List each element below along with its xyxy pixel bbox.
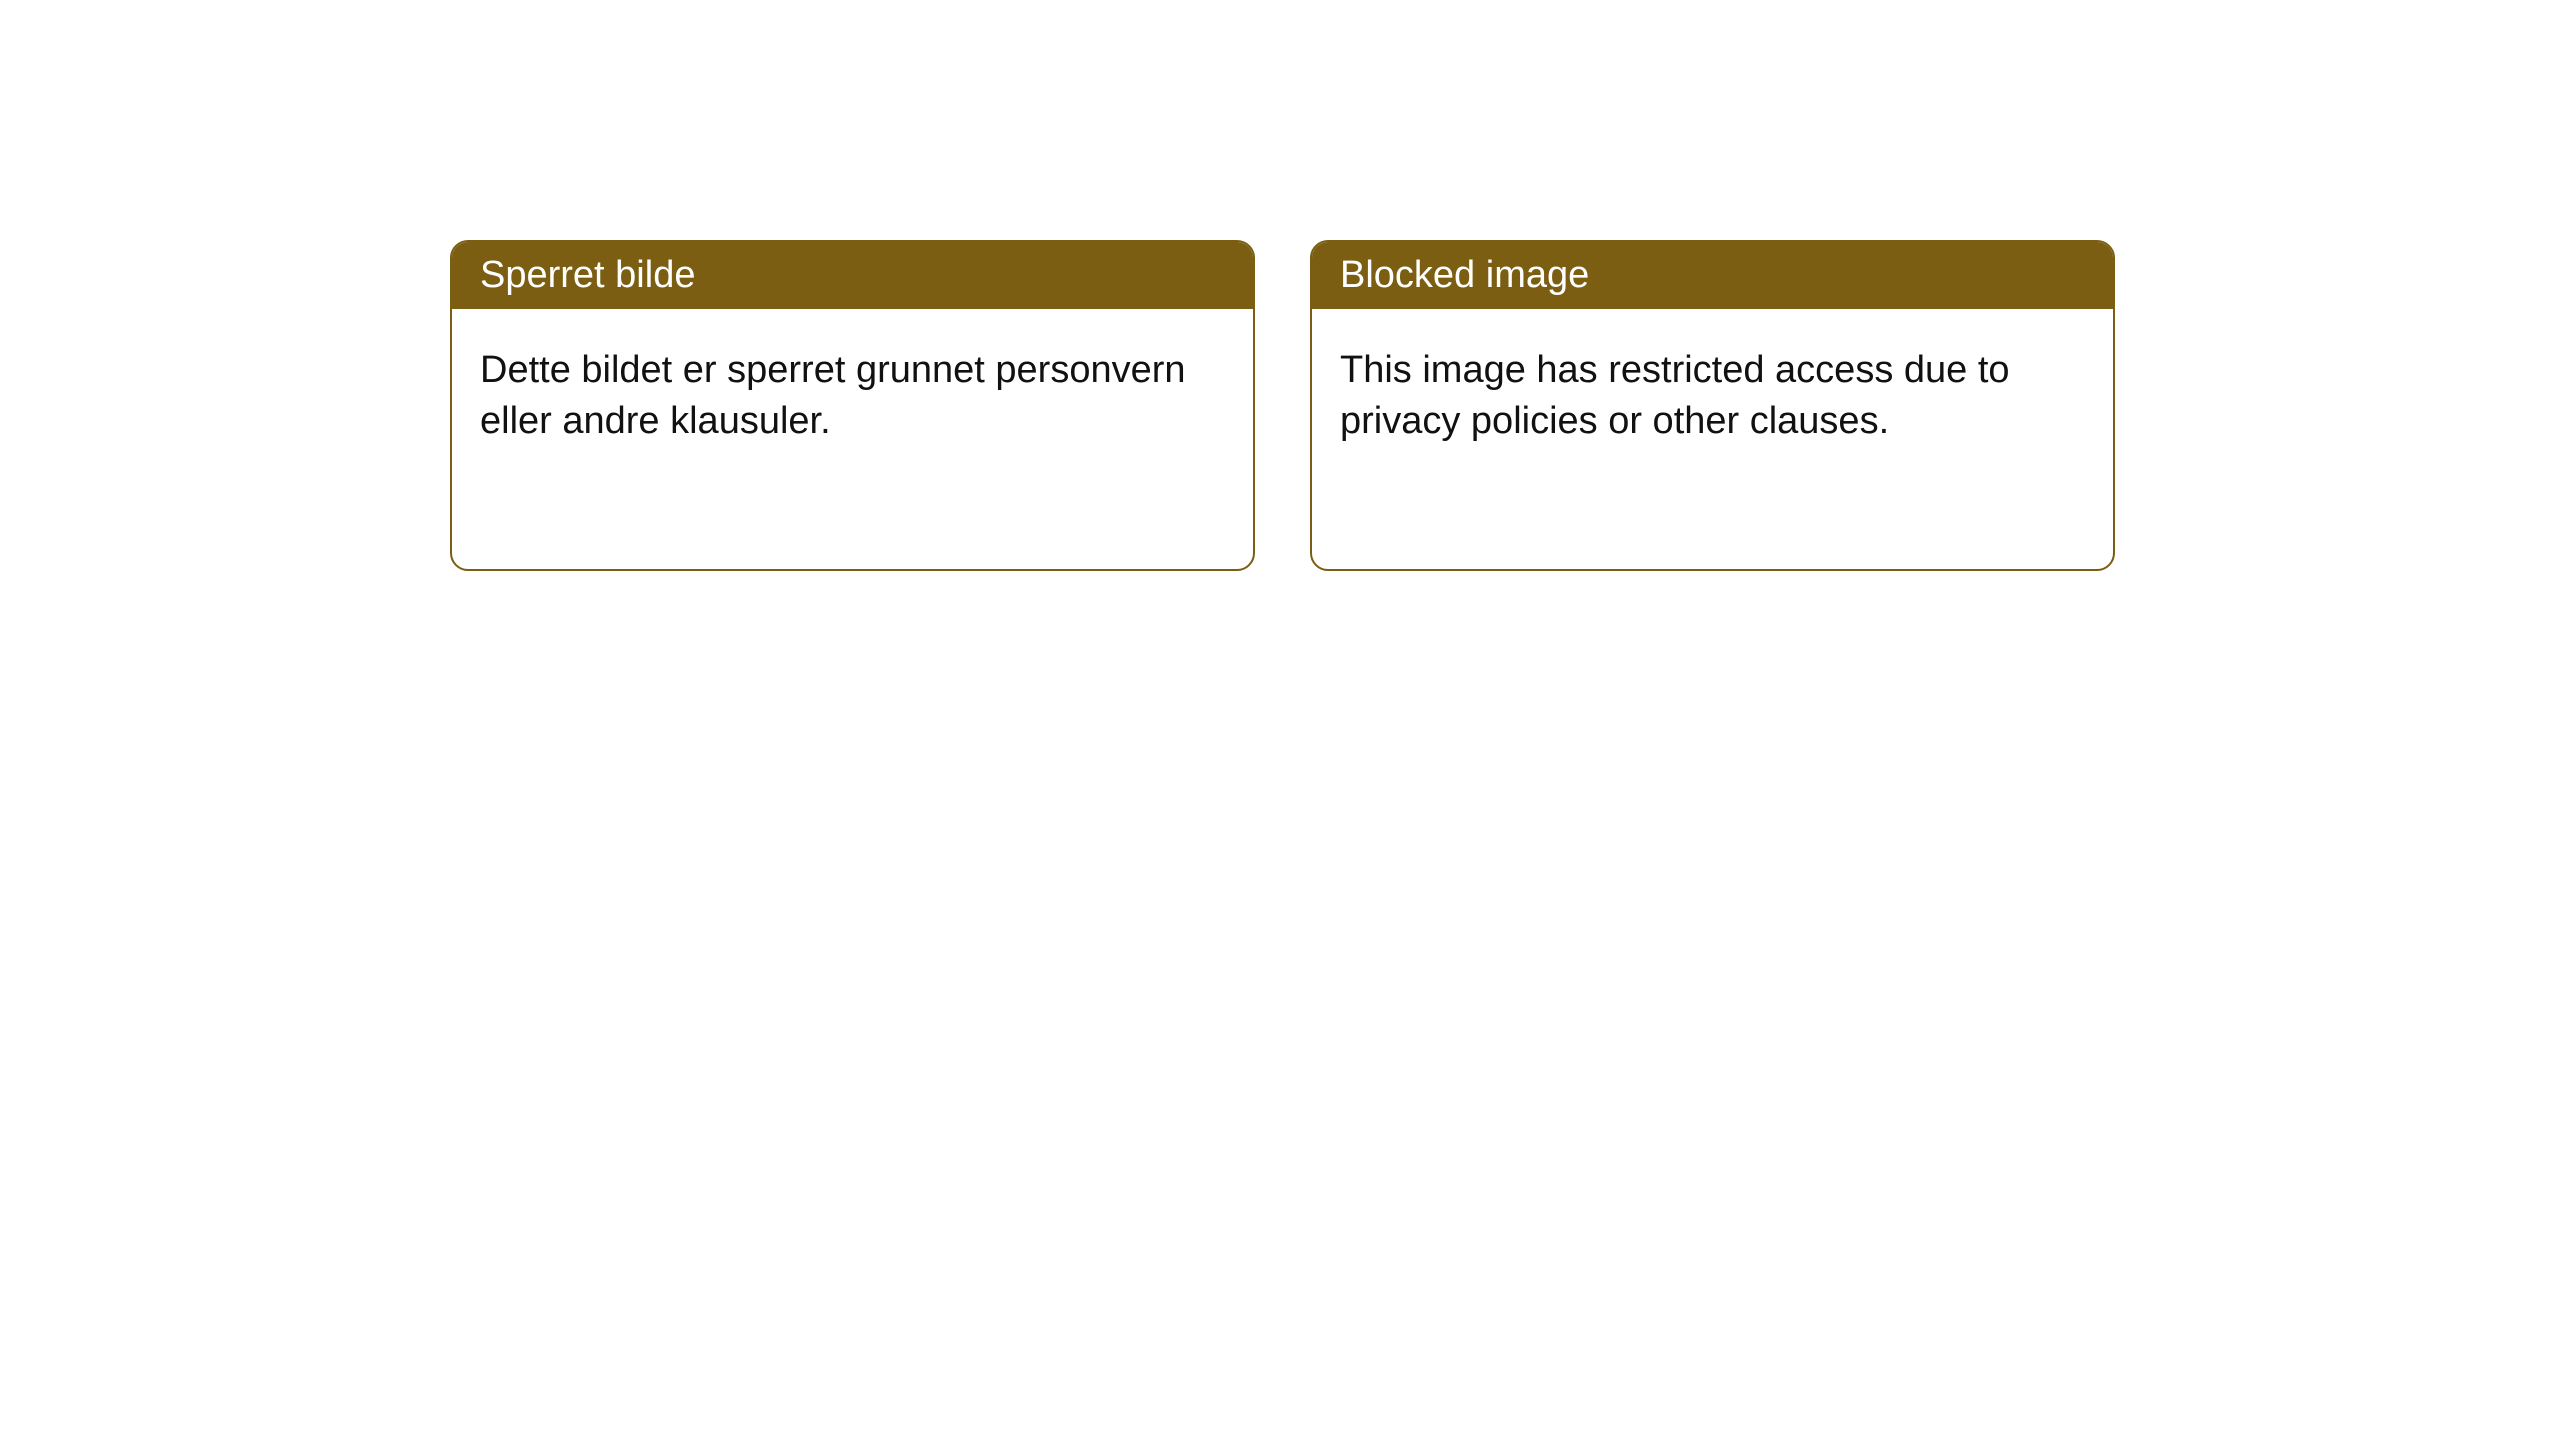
notice-card-english: Blocked image This image has restricted … bbox=[1310, 240, 2115, 571]
notice-body-english: This image has restricted access due to … bbox=[1312, 309, 2113, 569]
notice-header-english: Blocked image bbox=[1312, 242, 2113, 309]
notice-title-english: Blocked image bbox=[1340, 254, 1589, 296]
notice-title-norwegian: Sperret bilde bbox=[480, 254, 695, 296]
notice-text-english: This image has restricted access due to … bbox=[1340, 349, 2010, 442]
notice-container: Sperret bilde Dette bildet er sperret gr… bbox=[0, 0, 2560, 571]
notice-card-norwegian: Sperret bilde Dette bildet er sperret gr… bbox=[450, 240, 1255, 571]
notice-header-norwegian: Sperret bilde bbox=[452, 242, 1253, 309]
notice-text-norwegian: Dette bildet er sperret grunnet personve… bbox=[480, 349, 1186, 442]
notice-body-norwegian: Dette bildet er sperret grunnet personve… bbox=[452, 309, 1253, 569]
